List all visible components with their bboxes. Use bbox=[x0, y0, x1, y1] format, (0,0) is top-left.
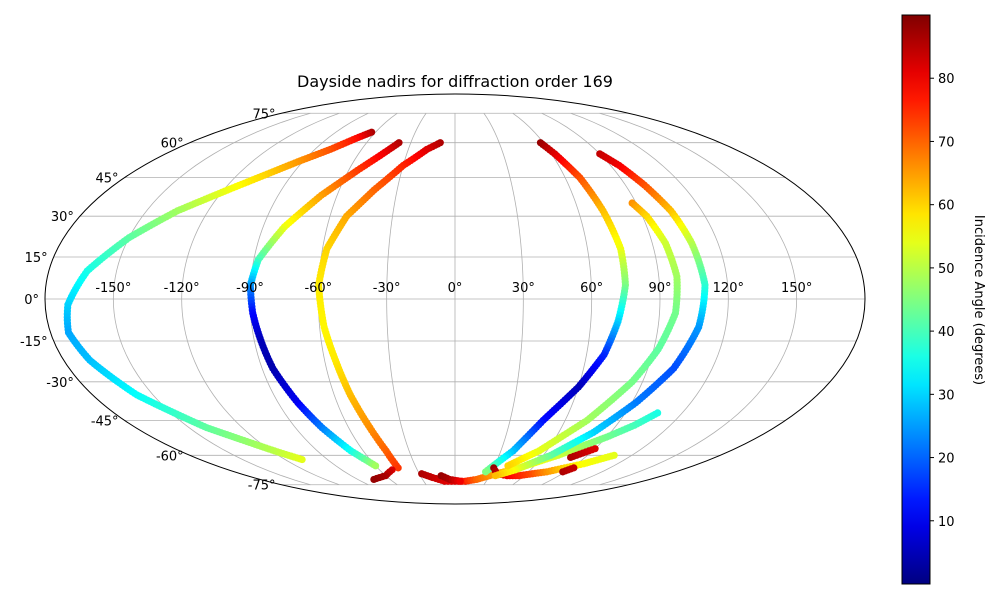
data-point bbox=[394, 464, 402, 472]
colorbar-tick-label: 20 bbox=[938, 452, 955, 467]
meridian-line bbox=[112, 112, 311, 486]
longitude-tick-label: 150° bbox=[781, 281, 812, 296]
data-point bbox=[456, 477, 464, 485]
longitude-tick-label: -150° bbox=[95, 281, 131, 296]
latitude-tick-label: -60° bbox=[156, 449, 184, 464]
meridian-line bbox=[181, 112, 340, 486]
colorbar-tick-label: 60 bbox=[938, 199, 955, 214]
latitude-tick-label: 0° bbox=[24, 293, 39, 308]
longitude-tick-label: 0° bbox=[448, 281, 463, 296]
colorbar-tick-label: 40 bbox=[938, 325, 955, 340]
latitude-tick-label: -45° bbox=[91, 414, 119, 429]
meridian-line bbox=[512, 112, 593, 486]
longitude-tick-label: -60° bbox=[304, 281, 332, 296]
data-point bbox=[370, 475, 378, 484]
data-point bbox=[570, 464, 578, 472]
data-point bbox=[654, 409, 662, 417]
latitude-tick-label: 15° bbox=[25, 251, 48, 266]
colorbar-tick-label: 80 bbox=[938, 72, 955, 87]
latitude-tick-label: 30° bbox=[51, 210, 74, 225]
latitude-tick-label: -30° bbox=[46, 376, 74, 391]
colorbar-tick-label: 10 bbox=[938, 515, 955, 530]
longitude-tick-label: 90° bbox=[648, 281, 671, 296]
latitude-tick-label: 45° bbox=[96, 172, 119, 187]
longitude-tick-labels: -150° -120° -90° -60° -30° 0° 30° 60° 90° 120° 150… bbox=[95, 281, 812, 296]
data-point bbox=[491, 472, 500, 480]
data-points bbox=[63, 128, 709, 485]
colorbar-tick-label: 30 bbox=[938, 388, 955, 403]
latitude-tick-labels: 75° 60° 45° 30° 15° 0° -15° -30° -45° -60° -75° bbox=[20, 107, 276, 493]
map-boundary bbox=[44, 93, 866, 505]
latitude-tick-label: 60° bbox=[161, 137, 184, 152]
longitude-tick-label: 120° bbox=[713, 281, 744, 296]
map-area: -150° -120° -90° -60° -30° 0° 30° 60° 90° 120° 150… bbox=[20, 93, 866, 505]
chart-title: Dayside nadirs for diffraction order 169 bbox=[297, 72, 613, 91]
colorbar-ticks: 10 20 30 40 50 60 70 80 bbox=[930, 72, 955, 530]
data-point bbox=[591, 445, 599, 453]
meridian-line bbox=[483, 113, 524, 485]
longitude-tick-label: -90° bbox=[236, 281, 264, 296]
latitude-tick-label: 75° bbox=[252, 107, 275, 122]
data-point bbox=[504, 462, 512, 470]
longitude-tick-label: 60° bbox=[580, 281, 603, 296]
colorbar-tick-label: 70 bbox=[938, 135, 955, 150]
colorbar-tick-label: 50 bbox=[938, 262, 955, 277]
latitude-tick-label: -15° bbox=[20, 335, 48, 350]
data-point bbox=[610, 451, 618, 459]
colorbar-fill bbox=[902, 15, 930, 584]
latitude-tick-label: -75° bbox=[248, 479, 276, 494]
data-point bbox=[371, 462, 380, 470]
colorbar-frame bbox=[901, 14, 931, 585]
colorbar-label: Incidence Angle (degrees) bbox=[971, 215, 986, 385]
longitude-tick-label: 30° bbox=[512, 281, 535, 296]
longitude-tick-label: -30° bbox=[373, 281, 401, 296]
data-point bbox=[482, 468, 490, 476]
meridian-line bbox=[599, 112, 798, 486]
longitude-tick-label: -120° bbox=[164, 281, 200, 296]
colorbar: 10 20 30 40 50 60 70 80 Incidence Angle (degree… bbox=[901, 14, 986, 585]
data-point bbox=[298, 455, 306, 464]
meridian-line bbox=[570, 112, 729, 486]
